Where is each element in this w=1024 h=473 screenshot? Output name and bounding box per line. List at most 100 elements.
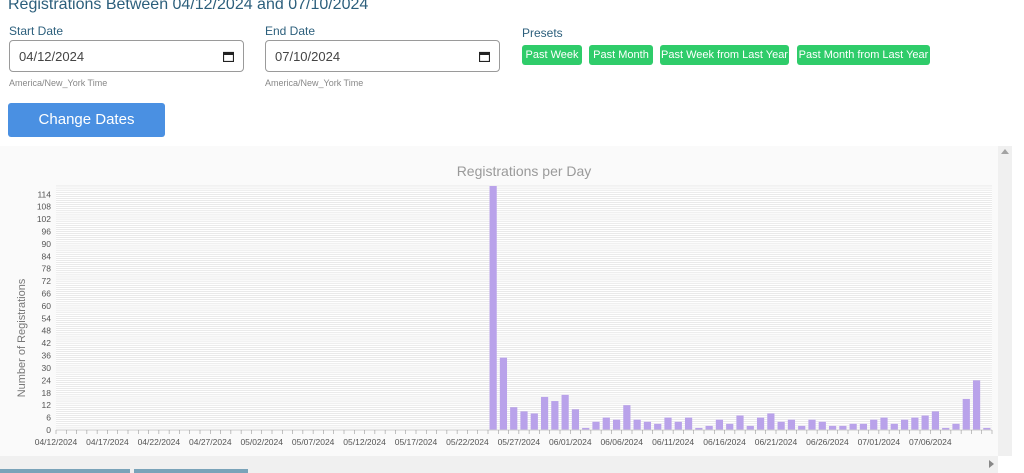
chart-bar bbox=[746, 425, 754, 430]
y-tick-label: 36 bbox=[42, 351, 52, 361]
chart-bar bbox=[818, 421, 826, 430]
y-tick-label: 60 bbox=[42, 301, 52, 311]
chart-container: 0 6 12 18 24 30 36 42 48 54 60 66 72 78 84 90 96 102 108 11… bbox=[0, 146, 998, 456]
start-date-value: 04/12/2024 bbox=[19, 49, 85, 64]
chart-bar bbox=[787, 419, 796, 430]
x-tick-label: 06/11/2024 bbox=[652, 437, 694, 447]
y-tick-label: 6 bbox=[46, 413, 51, 423]
y-tick-label: 114 bbox=[37, 189, 51, 199]
chart-bar bbox=[561, 394, 569, 430]
y-tick-label: 102 bbox=[37, 214, 51, 224]
chart-bar bbox=[736, 415, 744, 430]
x-tick-label: 04/17/2024 bbox=[86, 437, 129, 447]
x-tick-label: 07/01/2024 bbox=[858, 437, 901, 447]
page-title: Registrations Between 04/12/2024 and 07/… bbox=[8, 0, 369, 13]
scroll-right-arrow-icon[interactable] bbox=[989, 460, 994, 468]
x-tick-label: 05/07/2024 bbox=[292, 437, 335, 447]
y-tick-label: 72 bbox=[42, 276, 52, 286]
y-tick-label: 24 bbox=[42, 375, 52, 385]
chart-bar bbox=[664, 417, 672, 430]
y-tick-label: 18 bbox=[42, 388, 52, 398]
chart-bar bbox=[942, 427, 950, 430]
y-tick-label: 42 bbox=[42, 338, 52, 348]
calendar-icon[interactable] bbox=[479, 51, 490, 62]
vertical-scrollbar[interactable] bbox=[998, 146, 1012, 456]
chart-bar bbox=[715, 419, 724, 430]
chart-bar bbox=[849, 423, 857, 430]
chart-bar bbox=[540, 396, 549, 430]
chart-bar bbox=[767, 413, 775, 430]
y-tick-label: 84 bbox=[42, 251, 52, 261]
chart-bar bbox=[756, 417, 765, 430]
chart-bar bbox=[962, 398, 970, 430]
chart-bar bbox=[808, 419, 816, 430]
x-tick-label: 04/12/2024 bbox=[35, 437, 78, 447]
y-tick-label: 96 bbox=[42, 226, 52, 236]
chart-bar bbox=[684, 417, 693, 430]
x-tick-label: 06/06/2024 bbox=[600, 437, 643, 447]
start-date-label: Start Date bbox=[9, 24, 64, 38]
chart-bar bbox=[499, 357, 508, 430]
scroll-up-arrow-icon[interactable] bbox=[1001, 149, 1009, 154]
x-tick-label: 05/17/2024 bbox=[395, 437, 438, 447]
chart-bar bbox=[890, 423, 898, 430]
preset-past-week-last-year-button[interactable]: Past Week from Last Year bbox=[660, 45, 789, 65]
calendar-icon[interactable] bbox=[223, 51, 234, 62]
chart-bar bbox=[705, 425, 713, 430]
chart-bar bbox=[592, 421, 600, 430]
y-tick-label: 48 bbox=[42, 326, 52, 336]
horizontal-scrollbar[interactable] bbox=[0, 456, 998, 473]
x-tick-label: 06/26/2024 bbox=[806, 437, 849, 447]
start-date-input[interactable]: 04/12/2024 bbox=[9, 40, 244, 72]
start-timezone: America/New_York Time bbox=[9, 78, 108, 88]
chart-bar bbox=[983, 427, 991, 430]
chart-bar bbox=[870, 419, 878, 430]
chart-title: Registrations per Day bbox=[457, 163, 592, 179]
chart-bar bbox=[489, 186, 497, 430]
x-tick-label: 04/27/2024 bbox=[189, 437, 232, 447]
y-tick-label: 78 bbox=[42, 264, 52, 274]
chart-bar bbox=[931, 411, 940, 430]
chart-bar bbox=[921, 415, 929, 430]
change-dates-button[interactable]: Change Dates bbox=[8, 103, 165, 137]
chart-bar bbox=[674, 421, 682, 430]
end-timezone: America/New_York Time bbox=[265, 78, 364, 88]
y-tick-label: 108 bbox=[37, 202, 51, 212]
end-date-value: 07/10/2024 bbox=[275, 49, 341, 64]
chart-bar bbox=[602, 417, 610, 430]
preset-past-week-button[interactable]: Past Week bbox=[522, 45, 582, 65]
chart-bar bbox=[571, 409, 580, 430]
chart-bar bbox=[654, 423, 662, 430]
y-axis-label: Number of Registrations bbox=[16, 278, 28, 397]
end-date-input[interactable]: 07/10/2024 bbox=[265, 40, 500, 72]
x-tick-label: 06/21/2024 bbox=[755, 437, 798, 447]
x-tick-label: 06/16/2024 bbox=[703, 437, 746, 447]
y-tick-label: 0 bbox=[46, 425, 51, 435]
y-tick-label: 30 bbox=[42, 363, 52, 373]
chart-bar bbox=[510, 407, 518, 430]
x-tick-label: 05/22/2024 bbox=[446, 437, 489, 447]
registrations-chart: 0 6 12 18 24 30 36 42 48 54 60 66 72 78 84 90 96 102 108 11… bbox=[16, 163, 993, 447]
scroll-thumb[interactable] bbox=[134, 469, 248, 473]
y-tick-label: 54 bbox=[42, 313, 52, 323]
chart-bar bbox=[520, 411, 528, 430]
chart-bar bbox=[900, 419, 909, 430]
y-tick-label: 90 bbox=[42, 239, 52, 249]
chart-bar bbox=[839, 425, 847, 430]
chart-bar bbox=[582, 427, 590, 430]
chart-bar bbox=[972, 380, 981, 430]
preset-past-month-last-year-button[interactable]: Past Month from Last Year bbox=[797, 45, 930, 65]
chart-bar bbox=[623, 405, 631, 430]
x-tick-label: 06/01/2024 bbox=[549, 437, 592, 447]
chart-bar bbox=[880, 417, 888, 430]
x-tick-label: 04/22/2024 bbox=[138, 437, 181, 447]
end-date-label: End Date bbox=[265, 24, 316, 38]
chart-bar bbox=[551, 401, 559, 430]
chart-bar bbox=[530, 413, 538, 430]
chart-bar bbox=[726, 423, 734, 430]
y-tick-label: 12 bbox=[42, 400, 52, 410]
x-tick-label: 07/06/2024 bbox=[909, 437, 952, 447]
scroll-thumb[interactable] bbox=[0, 469, 130, 473]
x-tick-label: 05/27/2024 bbox=[498, 437, 541, 447]
preset-past-month-button[interactable]: Past Month bbox=[589, 45, 653, 65]
